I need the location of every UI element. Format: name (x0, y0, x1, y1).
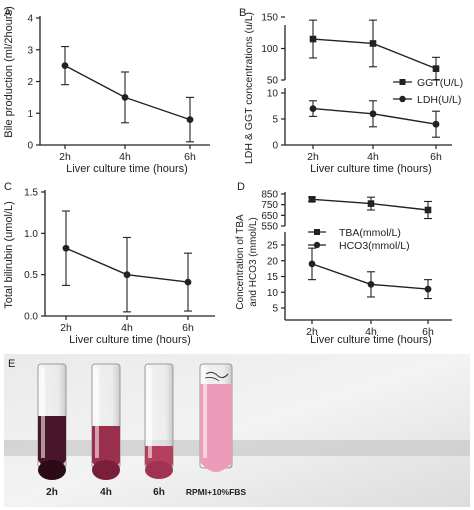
tube-label-4h: 4h (100, 487, 112, 498)
panel-b-xlabel: Liver culture time (hours) (310, 163, 432, 175)
panel-b-letter: B (239, 7, 246, 19)
panel-d-lower-ytick-label-4: 25 (267, 241, 279, 252)
legend-tba-label: TBA(mmol/L) (339, 227, 401, 239)
tube-rack-bar (4, 440, 470, 456)
legend-ldh-label: LDH(U/L) (417, 94, 461, 106)
panel-a-xtick-label-0: 2h (59, 151, 71, 163)
panel-d-tba-point-1 (367, 200, 375, 207)
panel-d-upper-ytick-label-0: 550 (261, 222, 278, 233)
panel-d-tba-point-2 (424, 206, 432, 214)
panel-d-hco3-point-0 (308, 260, 316, 268)
panel-d-letter: D (237, 181, 245, 193)
panel-b-ggt-point-1 (369, 40, 377, 47)
panel-d-hco3-point-1 (367, 280, 375, 288)
panel-e-letter: E (8, 358, 15, 370)
panel-d-lower-ytick-label-2: 15 (267, 272, 279, 283)
tube-rpmi-control (199, 363, 233, 472)
legend-hco3-label: HCO3(mmol/L) (339, 240, 410, 252)
panel-d: D Concentration of TBA and HCO3 (mmol/L)… (235, 181, 452, 346)
panel-d-upper-ytick-label-1: 650 (261, 211, 278, 222)
panel-c-ytick-label-1: 0.5 (24, 270, 38, 281)
panel-b-ggt-point-2 (432, 65, 440, 72)
panel-c-xtick-label-0: 2h (60, 322, 72, 334)
panel-b-ldh-point-2 (432, 120, 440, 128)
panel-d-ylabel-line1: Concentration of TBA (235, 214, 246, 310)
panel-a-ytick-label-1: 1 (27, 109, 33, 120)
panel-c-xtick-label-2: 6h (182, 322, 194, 334)
panel-b-ggt-point-0 (309, 35, 317, 43)
panel-d-ylabel-line2: and HCO3 (mmol/L) (248, 217, 259, 306)
tube-label-2h: 2h (46, 487, 58, 498)
panel-b-legend: GGT(U/L) LDH(U/L) (393, 77, 463, 106)
tube-label-6h: 6h (153, 487, 165, 498)
tube-label-control: RPMI+10%FBS (186, 487, 247, 497)
tube-6h (144, 363, 174, 479)
panel-a-ytick-label-4: 4 (27, 14, 33, 25)
panel-d-lower-ytick-label-3: 20 (267, 256, 279, 267)
panel-b-ylabel: LDH & GGT concentrations (u/L) (243, 12, 255, 164)
panel-d-lower-ytick-label-0: 5 (272, 304, 278, 315)
panel-d-xlabel: Liver culture time (hours) (310, 334, 432, 346)
panel-d-xtick-label-2: 6h (422, 326, 434, 338)
panel-b-xtick-label-0: 2h (307, 151, 319, 163)
panel-a-series-line (64, 65, 191, 121)
panel-b-ldh-point-0 (309, 105, 317, 112)
panel-c-series-point-1 (123, 271, 131, 279)
legend-tba-marker (314, 229, 320, 235)
panel-d-xtick-label-1: 4h (365, 326, 377, 338)
legend-ldh-marker (399, 95, 406, 103)
panel-c-ytick-label-3: 1.5 (24, 188, 38, 199)
panel-c-xlabel: Liver culture time (hours) (69, 334, 191, 346)
photo-background (4, 354, 470, 507)
panel-b-lower-ytick-label-2: 10 (267, 89, 279, 100)
panel-b-upper-ytick-label-0: 50 (267, 76, 279, 87)
panel-c-ylabel: Total bilirubin (umol/L) (3, 201, 15, 309)
panel-d-lower-ytick-label-1: 10 (267, 288, 279, 299)
legend-ggt-marker (399, 79, 406, 85)
panel-a-series-point-1 (121, 93, 129, 101)
panel-c: C Total bilirubin (umol/L) Liver culture… (3, 181, 215, 346)
panel-c-series-point-2 (184, 278, 192, 286)
panel-b-xtick-label-2: 6h (430, 151, 442, 163)
panel-d-upper-ytick-label-2: 750 (261, 200, 278, 211)
panel-a-ytick-label-0: 0 (27, 141, 33, 152)
legend-hco3-marker (313, 241, 321, 249)
tube-2h (37, 363, 67, 480)
panel-e-photo: E 2h 4h (4, 354, 470, 507)
tube-4h (91, 363, 121, 480)
panel-c-ytick-label-2: 1.0 (24, 229, 38, 240)
panel-a-ylabel: Bile production (ml/2hours) (3, 6, 15, 137)
panel-c-letter: C (4, 181, 12, 193)
panel-d-legend: TBA(mmol/L) HCO3(mmol/L) (308, 227, 410, 252)
panel-c-series-point-0 (62, 244, 70, 252)
panel-a-letter: A (4, 7, 12, 19)
panel-d-xtick-label-0: 2h (306, 326, 318, 338)
panel-b-upper-ytick-label-1: 100 (261, 44, 278, 55)
panel-a-series-point-0 (61, 62, 69, 70)
panel-a-xlabel: Liver culture time (hours) (66, 163, 188, 175)
panel-a-xtick-label-2: 6h (184, 151, 196, 163)
panel-a-ytick-label-2: 2 (27, 77, 33, 88)
panel-d-upper-ytick-label-3: 850 (261, 190, 278, 201)
panel-c-ytick-label-0: 0.0 (24, 312, 38, 323)
panel-a-xtick-label-1: 4h (119, 151, 131, 163)
panel-b-upper-ytick-label-2: 150 (261, 13, 278, 24)
panel-b-lower-ytick-label-1: 5 (272, 115, 278, 126)
panel-a-ytick-label-3: 3 (27, 45, 33, 56)
panel-b-lower-ytick-label-0: 0 (272, 141, 278, 152)
panel-c-xtick-label-1: 4h (121, 322, 133, 334)
panel-d-tba-point-0 (308, 196, 316, 203)
panel-b-xtick-label-1: 4h (367, 151, 379, 163)
panel-a: A Bile production (ml/2hours) Liver cult… (3, 6, 210, 175)
panel-a-series-point-2 (186, 116, 194, 123)
legend-ggt-label: GGT(U/L) (417, 77, 463, 89)
panel-b: B LDH & GGT concentrations (u/L) Liver c… (239, 7, 463, 175)
panel-b-ldh-point-1 (369, 110, 377, 118)
panel-d-hco3-point-2 (424, 285, 432, 293)
